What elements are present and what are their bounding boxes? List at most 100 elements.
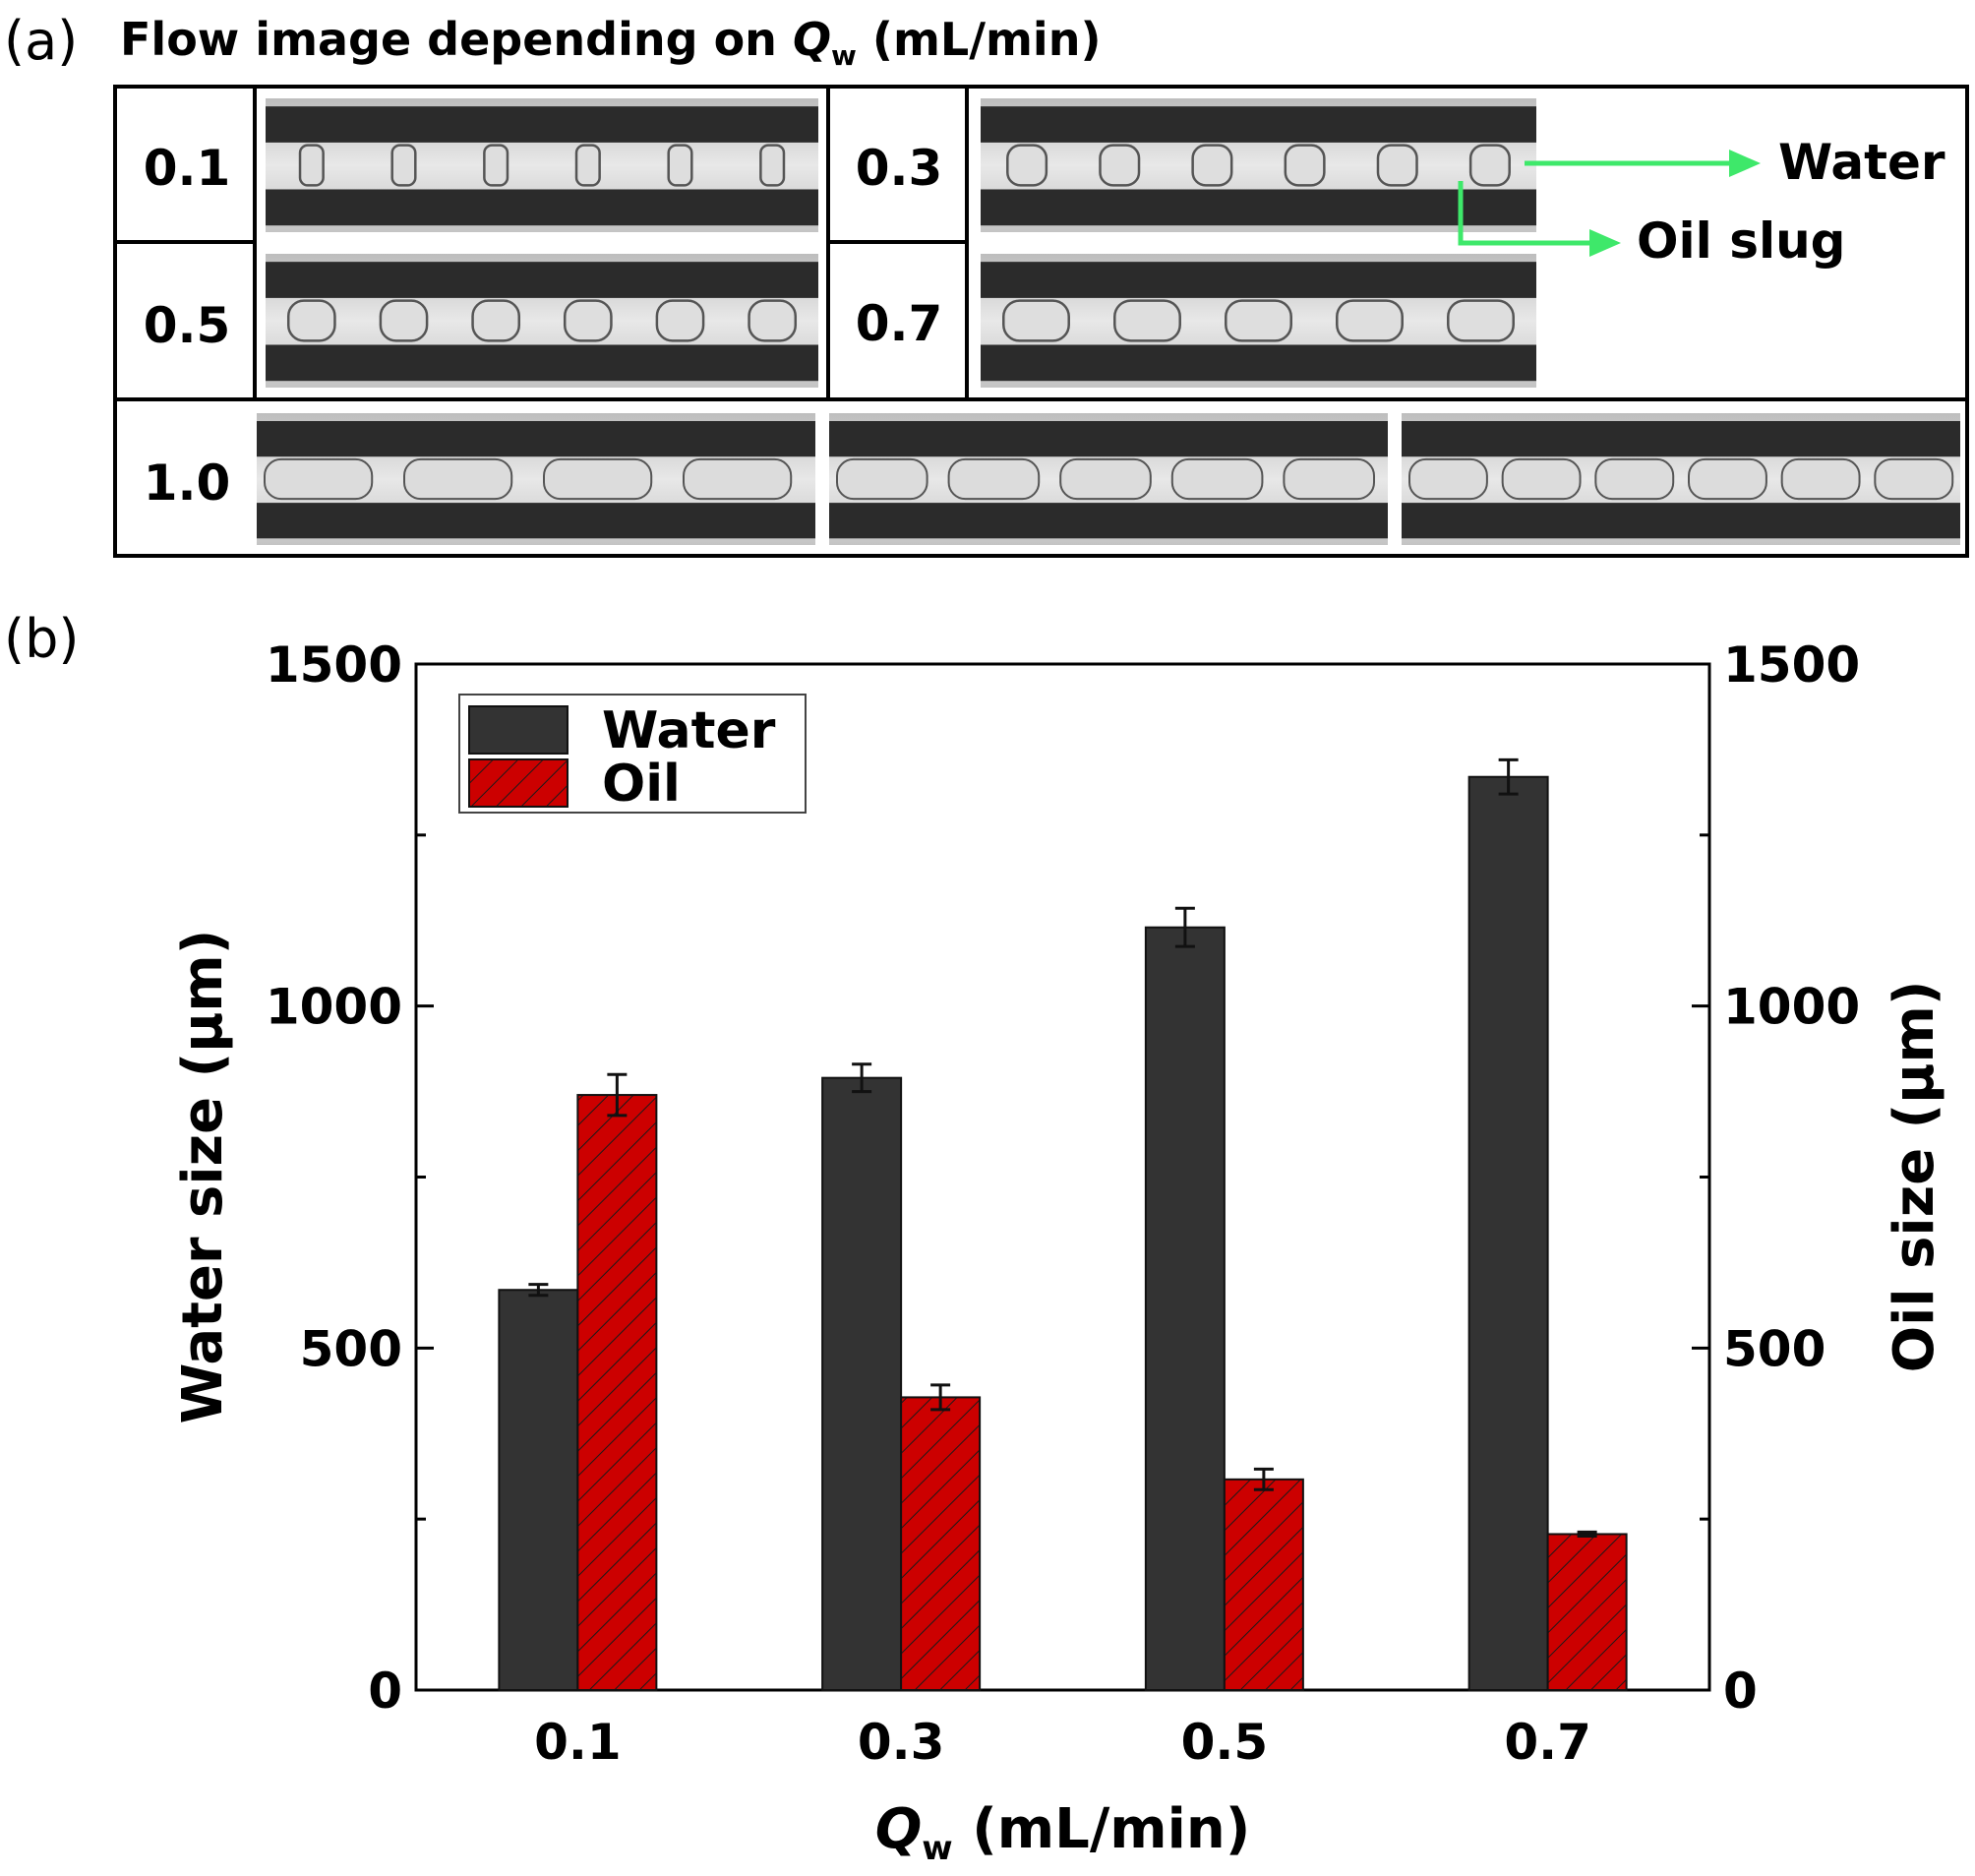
y-tick-label-right: 1500 bbox=[1723, 636, 1860, 694]
rate-label-0-3: 0.3 bbox=[856, 140, 943, 197]
panel-a-title-sub: w bbox=[831, 39, 857, 72]
droplet bbox=[543, 457, 653, 501]
water-bar bbox=[1144, 926, 1226, 1691]
x-axis-label: Qw (mL/min) bbox=[875, 1797, 1251, 1868]
channel-wall-top bbox=[266, 106, 818, 143]
oil-error-bar bbox=[1253, 1467, 1274, 1491]
droplet bbox=[298, 144, 325, 187]
x-tick-label: 0.5 bbox=[1181, 1714, 1269, 1771]
water-error-bar bbox=[1174, 906, 1195, 948]
legend-swatch-oil bbox=[468, 758, 569, 808]
water-bar bbox=[821, 1076, 903, 1691]
water-bar bbox=[1467, 775, 1549, 1691]
droplet bbox=[264, 457, 374, 501]
bar-chart: 0 0 500 500 1000 1000 1500 1500 0.1 0.3 0.5 0.7 Wate… bbox=[171, 636, 1946, 1868]
flow-image-0-7 bbox=[981, 254, 1536, 388]
channel-wall-top bbox=[1402, 421, 1960, 457]
x-axis-label-unit: (mL/min) bbox=[953, 1797, 1251, 1861]
legend-swatch-water bbox=[468, 705, 569, 755]
droplet bbox=[759, 144, 786, 187]
y-tick-label-left: 500 bbox=[300, 1320, 402, 1377]
y-tick-label-left: 1000 bbox=[266, 979, 402, 1036]
oil-bar bbox=[1223, 1478, 1304, 1691]
x-axis-label-var: Q bbox=[875, 1797, 923, 1861]
panel-b-label: (b) bbox=[4, 608, 79, 670]
rate-label-1-0: 1.0 bbox=[144, 454, 231, 512]
oil-bar bbox=[1546, 1533, 1628, 1691]
droplet bbox=[1468, 144, 1511, 187]
y-tick-label-left: 0 bbox=[368, 1663, 402, 1720]
droplet bbox=[1874, 457, 1954, 501]
droplet bbox=[471, 299, 521, 342]
channel-wall-bottom bbox=[981, 189, 1536, 226]
x-axis-label-sub: w bbox=[922, 1829, 952, 1868]
droplet bbox=[947, 457, 1041, 501]
droplet bbox=[1113, 299, 1181, 342]
droplet bbox=[1191, 144, 1233, 187]
oil-error-bar bbox=[607, 1072, 628, 1118]
water-arrow-head bbox=[1729, 150, 1761, 177]
oil-bar bbox=[576, 1094, 658, 1692]
panel-a-title-prefix: Flow image depending on bbox=[120, 13, 793, 66]
x-tick-label: 0.3 bbox=[858, 1714, 945, 1771]
flow-image-0-5 bbox=[266, 254, 818, 388]
droplet bbox=[1059, 457, 1152, 501]
panel-a-frame bbox=[113, 85, 1969, 558]
droplet bbox=[1594, 457, 1675, 501]
droplet bbox=[1501, 457, 1582, 501]
droplet bbox=[403, 457, 513, 501]
flow-image-1-0-b bbox=[829, 413, 1388, 545]
panel-a-label: (a) bbox=[4, 10, 78, 72]
droplet bbox=[574, 144, 601, 187]
water-bar bbox=[498, 1289, 579, 1691]
y-axis-label-right: Oil size (μm) bbox=[1883, 981, 1946, 1373]
flow-image-1-0-a bbox=[257, 413, 815, 545]
droplet bbox=[1336, 299, 1404, 342]
rate-label-0-5: 0.5 bbox=[144, 297, 231, 354]
droplet bbox=[1284, 144, 1326, 187]
oil-arrow-head bbox=[1589, 229, 1621, 257]
legend-label-oil: Oil bbox=[602, 755, 681, 814]
annotations: Water Oil slug bbox=[1458, 134, 1945, 270]
panel-a-title-unit: (mL/min) bbox=[857, 13, 1102, 66]
panel-a-title-var: Q bbox=[793, 13, 831, 66]
droplet bbox=[390, 144, 417, 187]
droplet bbox=[1225, 299, 1292, 342]
channel-wall-bottom bbox=[981, 344, 1536, 382]
droplet bbox=[1283, 457, 1376, 501]
droplet bbox=[683, 457, 793, 501]
droplet bbox=[1447, 299, 1515, 342]
channel-wall-bottom bbox=[266, 189, 818, 226]
droplet bbox=[1688, 457, 1767, 501]
water-annotation: Water bbox=[1778, 134, 1945, 191]
channel-wall-bottom bbox=[266, 344, 818, 382]
droplet bbox=[655, 299, 705, 342]
y-axis-label-left: Water size (μm) bbox=[171, 930, 235, 1424]
droplet bbox=[1006, 144, 1048, 187]
water-error-bar bbox=[852, 1062, 872, 1094]
y-tick-label-left: 1500 bbox=[266, 636, 402, 694]
droplet bbox=[379, 299, 429, 342]
channel-wall-top bbox=[829, 421, 1388, 457]
oil-bar bbox=[900, 1396, 982, 1691]
oil-slug-annotation: Oil slug bbox=[1637, 212, 1845, 270]
flow-images bbox=[257, 98, 1960, 545]
droplet bbox=[748, 299, 798, 342]
droplet bbox=[483, 144, 509, 187]
droplet bbox=[1002, 299, 1070, 342]
droplet bbox=[1408, 457, 1488, 501]
y-tick-label-right: 500 bbox=[1723, 1320, 1825, 1377]
droplet bbox=[1170, 457, 1264, 501]
oil-error-bar bbox=[1577, 1530, 1597, 1539]
water-error-bar bbox=[1498, 757, 1519, 796]
droplet bbox=[1780, 457, 1861, 501]
panel-b: (b) 0 0 500 500 1000 1000 1500 1500 0.1 0.3 0.5 0.7… bbox=[4, 608, 1946, 1868]
channel-wall-bottom bbox=[257, 503, 815, 539]
y-tick-label-right: 0 bbox=[1723, 1663, 1758, 1720]
flow-image-0-1 bbox=[266, 98, 818, 232]
flow-image-1-0-c bbox=[1402, 413, 1960, 545]
x-tick-label: 0.7 bbox=[1504, 1714, 1591, 1771]
channel-wall-top bbox=[266, 262, 818, 298]
droplet bbox=[1376, 144, 1418, 187]
